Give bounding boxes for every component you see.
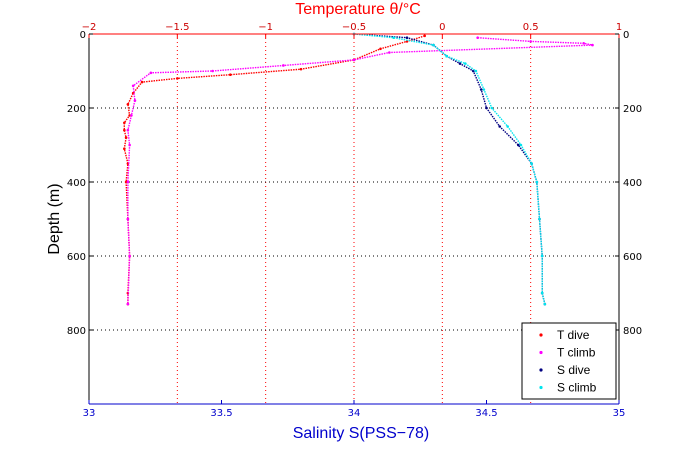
legend-label: T dive [557,328,590,342]
temperature-tick-label: −2 [82,22,97,33]
data-point [128,143,131,147]
data-point [464,62,467,65]
data-point [538,217,541,221]
axis-ticks: −2 −1.5 −1 −0.5 0 0.5 1 33 33.5 34 34.5 35 0 0 200 200 4… [67,22,642,419]
data-point [474,69,478,73]
data-point [282,64,285,67]
depth-tick-label-right: 600 [623,252,642,263]
data-point [211,69,214,73]
legend-box [521,322,617,400]
data-point [540,291,544,295]
data-point [130,114,133,117]
data-point [388,51,391,54]
data-point [128,254,131,258]
legend-label: S climb [557,381,597,395]
data-point [490,106,494,110]
salinity-tick-label: 34 [348,408,361,419]
data-point [506,125,510,128]
data-point [485,106,488,110]
data-point [123,121,126,125]
series-trace [127,37,593,305]
data-point [543,302,547,306]
salinity-tick-label: 34.5 [475,408,497,419]
depth-tick-label-left: 0 [80,30,86,41]
data-point [126,302,130,306]
data-point [479,88,483,91]
salinity-tick-label: 33 [83,408,96,419]
series-trace [353,33,546,305]
legend-label: T climb [557,346,596,360]
data-point [445,54,449,58]
series-s-climb [352,32,547,306]
data-point [540,254,544,258]
data-point [591,43,594,47]
data-point [405,36,409,39]
data-point [131,84,135,88]
data-point [482,88,486,91]
data-point [458,62,462,65]
data-point [229,73,232,76]
top-axis-title: Temperature θ/°C [295,1,421,18]
depth-tick-label-right: 800 [623,326,642,337]
data-point [476,36,479,39]
legend-label: S dive [557,363,591,377]
series-t-climb [126,36,594,306]
depth-tick-label-right: 400 [623,178,642,189]
data-point [432,43,435,47]
data-point [123,128,126,132]
bottom-axis-title: Salinity S(PSS−78) [293,425,430,442]
data-point [124,136,128,139]
salinity-tick-label: 35 [613,408,626,419]
depth-tick-label-left: 800 [67,326,86,337]
temperature-tick-label: −0.5 [342,22,366,33]
data-point [126,128,130,132]
data-point [423,34,426,38]
depth-tick-label-left: 400 [67,178,86,189]
data-point [126,180,130,184]
temperature-tick-label: 0 [439,22,445,33]
data-point [149,71,153,75]
legend: T dive T climb S dive S climb [521,322,617,400]
data-point [529,40,532,43]
data-point [133,99,137,102]
data-point [126,217,130,221]
legend-marker [539,385,543,390]
depth-tick-label-left: 200 [67,104,86,115]
legend-marker [539,368,543,372]
temperature-tick-label: 0.5 [523,22,539,33]
data-point [123,147,126,150]
series-layer [123,32,594,306]
temperature-tick-label: 1 [616,22,622,33]
depth-tick-label-right: 200 [623,104,642,115]
data-point [140,80,144,84]
data-point [392,36,396,39]
data-point [498,125,502,128]
data-point [379,47,382,51]
legend-marker [539,333,543,337]
data-point [176,77,179,80]
data-point [352,58,356,62]
data-point [582,41,585,45]
data-point [535,180,539,184]
legend-marker [539,350,543,355]
data-point [530,162,533,165]
temperature-tick-label: −1.5 [165,22,189,33]
left-axis-title: Depth (m) [46,183,63,254]
data-point [299,67,303,71]
depth-tick-label-left: 600 [67,252,86,263]
data-point [126,103,130,106]
data-point [519,143,523,147]
data-point [517,143,520,147]
temperature-tick-label: −1 [258,22,273,33]
salinity-tick-label: 33.5 [210,408,232,419]
depth-tick-label-right: 0 [623,30,629,41]
